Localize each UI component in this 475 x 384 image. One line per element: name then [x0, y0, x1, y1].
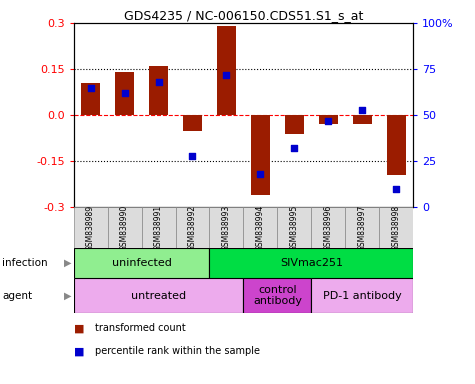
- Bar: [311, 207, 345, 248]
- Text: GSM838994: GSM838994: [256, 204, 265, 251]
- Text: percentile rank within the sample: percentile rank within the sample: [95, 346, 260, 356]
- Text: ▶: ▶: [64, 258, 72, 268]
- Text: transformed count: transformed count: [95, 323, 186, 333]
- Bar: [243, 207, 277, 248]
- Point: [256, 171, 264, 177]
- Text: GSM838996: GSM838996: [324, 204, 333, 251]
- Bar: [319, 115, 338, 124]
- Bar: [183, 115, 202, 131]
- Text: ▶: ▶: [64, 291, 72, 301]
- Title: GDS4235 / NC-006150.CDS51.S1_s_at: GDS4235 / NC-006150.CDS51.S1_s_at: [124, 9, 363, 22]
- Bar: [81, 83, 100, 115]
- Text: GSM838992: GSM838992: [188, 204, 197, 251]
- Point: [121, 90, 128, 96]
- Bar: [285, 115, 304, 134]
- Bar: [217, 26, 236, 115]
- Bar: [107, 207, 142, 248]
- Text: ■: ■: [74, 346, 84, 356]
- Text: uninfected: uninfected: [112, 258, 171, 268]
- Point: [392, 186, 400, 192]
- Text: PD-1 antibody: PD-1 antibody: [323, 291, 402, 301]
- Text: control
antibody: control antibody: [253, 285, 302, 306]
- Bar: [277, 207, 311, 248]
- Text: GSM838998: GSM838998: [392, 204, 401, 251]
- Bar: [149, 66, 168, 115]
- Point: [359, 107, 366, 113]
- Bar: [142, 207, 176, 248]
- Point: [223, 71, 230, 78]
- Point: [291, 145, 298, 151]
- Bar: [345, 207, 379, 248]
- Text: GSM838991: GSM838991: [154, 204, 163, 251]
- Bar: [74, 278, 243, 313]
- Point: [155, 79, 162, 85]
- Bar: [251, 115, 270, 195]
- Bar: [353, 115, 371, 124]
- Text: GSM838995: GSM838995: [290, 204, 299, 251]
- Text: GSM838997: GSM838997: [358, 204, 367, 251]
- Bar: [115, 72, 134, 115]
- Bar: [74, 248, 209, 278]
- Point: [189, 153, 196, 159]
- Point: [324, 118, 332, 124]
- Bar: [379, 207, 413, 248]
- Bar: [176, 207, 209, 248]
- Text: ■: ■: [74, 323, 84, 333]
- Bar: [311, 278, 413, 313]
- Text: untreated: untreated: [131, 291, 186, 301]
- Text: GSM838993: GSM838993: [222, 204, 231, 251]
- Point: [87, 84, 95, 91]
- Bar: [209, 207, 243, 248]
- Text: SIVmac251: SIVmac251: [280, 258, 343, 268]
- Bar: [243, 278, 312, 313]
- Text: GSM838990: GSM838990: [120, 204, 129, 251]
- Bar: [74, 207, 107, 248]
- Bar: [387, 115, 406, 175]
- Text: GSM838989: GSM838989: [86, 204, 95, 251]
- Bar: [209, 248, 413, 278]
- Text: infection: infection: [2, 258, 48, 268]
- Text: agent: agent: [2, 291, 32, 301]
